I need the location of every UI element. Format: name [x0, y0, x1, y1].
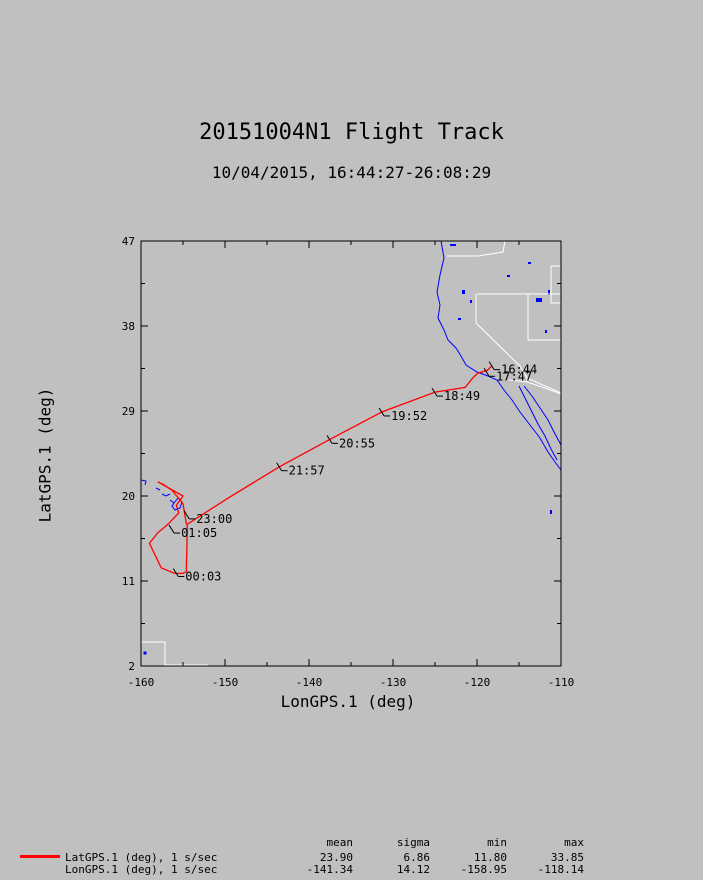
time-mark-6: [183, 510, 190, 520]
stats-lon-sigma: 14.12: [396, 863, 430, 876]
stats-lat-max: 33.85: [550, 851, 584, 864]
time-label-8: 00:03: [185, 570, 221, 584]
time-label-7: 01:05: [181, 526, 217, 540]
x-tick-label-1: -150: [212, 676, 239, 689]
lakes: [450, 244, 552, 514]
time-label-4: 20:55: [339, 436, 375, 450]
state-borders: [141, 240, 562, 666]
x-tick-label-0: -160: [128, 676, 155, 689]
y-tick-label-4: 38: [122, 320, 135, 333]
y-tick-label-2: 20: [122, 490, 135, 503]
x-tick-label-5: -110: [548, 676, 575, 689]
time-mark-7: [168, 524, 175, 534]
time-mark-5: [276, 462, 283, 471]
time-label-2: 18:49: [444, 389, 480, 403]
stats-lon-max: -118.14: [537, 863, 584, 876]
legend-label-lon: LonGPS.1 (deg), 1 s/sec: [65, 863, 218, 876]
coastline-baja-gulf: [518, 385, 558, 461]
time-label-3: 19:52: [391, 409, 427, 423]
time-mark-1: [483, 368, 490, 377]
map-geography: [140, 240, 562, 666]
y-tick-label-0: 2: [128, 660, 135, 673]
stats-lon-min: -158.95: [460, 863, 507, 876]
time-mark-3: [378, 407, 385, 417]
stats-lat-mean: 23.90: [319, 851, 353, 864]
plot-axes: -160 -150 -140 -130 -120 -110 2 11 20 29 38 47: [122, 235, 575, 689]
track-line-0: [148, 365, 493, 575]
y-tick-label-3: 29: [122, 405, 135, 418]
coastline-gulf-east: [523, 385, 562, 446]
chart-title: 20151004N1 Flight Track: [199, 120, 504, 145]
x-tick-label-3: -130: [380, 676, 407, 689]
stats-lat-min: 11.80: [473, 851, 507, 864]
stats-lat-sigma: 6.86: [403, 851, 431, 864]
y-tick-label-5: 47: [122, 235, 135, 248]
legend-line-red: [20, 855, 60, 858]
stats-header-mean: mean: [326, 836, 354, 849]
chart-subtitle: 10/04/2015, 16:44:27-26:08:29: [211, 163, 492, 182]
time-label-6: 23:00: [196, 512, 232, 526]
legend-label-lat: LatGPS.1 (deg), 1 s/sec: [65, 851, 218, 864]
coastline-west-coast: [436, 240, 562, 471]
time-mark-2: [431, 387, 438, 397]
x-tick-label-2: -140: [296, 676, 323, 689]
stats-header-min: min: [487, 836, 507, 849]
time-mark-4: [326, 435, 333, 444]
x-tick-label-4: -120: [464, 676, 491, 689]
time-mark-0: [488, 361, 495, 370]
stats-legend: LatGPS.1 (deg), 1 s/sec LonGPS.1 (deg), …: [0, 836, 703, 880]
x-axis-label: LonGPS.1 (deg): [280, 692, 416, 711]
time-label-5: 21:57: [289, 464, 325, 478]
time-label-1: 17:47: [496, 369, 532, 383]
time-mark-8: [172, 568, 179, 577]
y-tick-label-1: 11: [122, 575, 135, 588]
stats-lon-mean: -141.34: [306, 863, 353, 876]
plot-frame: [140, 240, 562, 667]
time-label-0: 16:44: [501, 363, 537, 377]
stats-header-sigma: sigma: [396, 836, 430, 849]
stats-header-max: max: [564, 836, 584, 849]
